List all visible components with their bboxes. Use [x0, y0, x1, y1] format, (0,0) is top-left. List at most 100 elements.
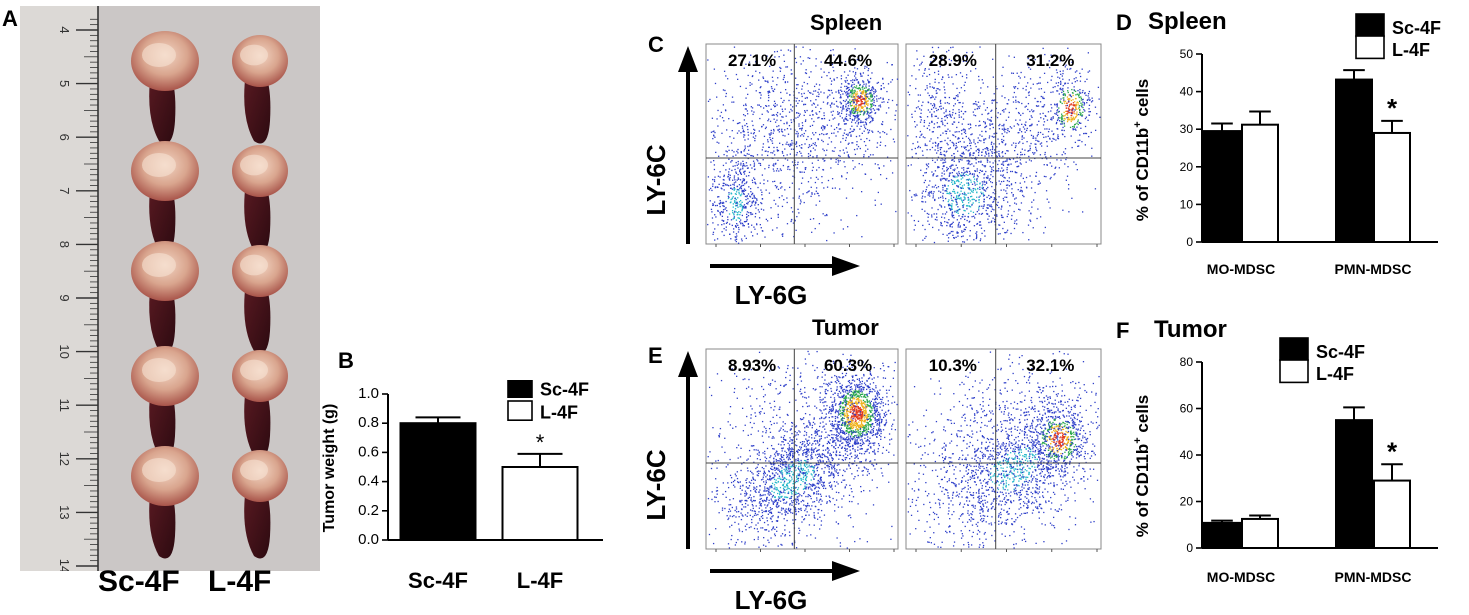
- flow-event: [955, 147, 957, 149]
- flow-event: [863, 103, 866, 105]
- flow-event: [842, 432, 844, 434]
- flow-event: [1062, 126, 1064, 129]
- flow-event: [1046, 164, 1048, 166]
- flow-event: [937, 147, 939, 149]
- flow-event: [1027, 150, 1029, 152]
- flow-event: [945, 110, 947, 113]
- flow-event: [812, 218, 815, 220]
- flow-event: [943, 177, 946, 180]
- flow-event: [821, 76, 823, 78]
- flow-event: [841, 411, 843, 414]
- flow-event: [790, 108, 792, 111]
- flow-event: [851, 401, 853, 403]
- flow-event: [873, 425, 875, 428]
- flow-event: [918, 100, 920, 102]
- flow-event: [939, 141, 942, 143]
- flow-event: [820, 68, 822, 70]
- flow-event: [1047, 130, 1050, 133]
- flow-event: [866, 398, 868, 401]
- flow-event: [856, 115, 859, 118]
- flow-event: [937, 126, 939, 128]
- flow-event: [985, 182, 988, 184]
- flow-event: [923, 72, 925, 75]
- flow-event: [850, 416, 853, 418]
- flow-event: [859, 72, 862, 75]
- flow-event: [854, 435, 856, 437]
- ylabel-main: % of CD11b: [1133, 128, 1152, 222]
- flow-event: [967, 178, 969, 181]
- flow-event: [851, 111, 853, 113]
- flow-event: [876, 108, 878, 110]
- flow-event: [997, 168, 1000, 170]
- flow-event: [841, 423, 843, 426]
- flow-event: [762, 143, 765, 145]
- flow-event: [1039, 216, 1042, 218]
- flow-event: [1079, 114, 1082, 116]
- flow-event: [857, 111, 859, 113]
- flow-event: [837, 432, 840, 434]
- flow-event: [811, 124, 814, 127]
- flow-event: [975, 234, 978, 236]
- flow-event: [915, 136, 918, 138]
- flow-event: [873, 407, 875, 409]
- flow-event: [1001, 74, 1003, 77]
- flow-event: [1019, 128, 1021, 130]
- flow-event: [956, 167, 959, 169]
- flow-event: [1045, 156, 1047, 158]
- flow-event: [856, 114, 858, 117]
- flow-event: [867, 79, 869, 81]
- flow-event: [730, 161, 732, 163]
- flow-event: [864, 396, 867, 399]
- flow-event: [818, 222, 821, 225]
- flow-event: [961, 230, 963, 232]
- flow-event: [851, 84, 853, 86]
- flow-event: [972, 211, 975, 214]
- flow-event: [796, 84, 798, 86]
- flow-event: [733, 216, 736, 218]
- flow-event: [744, 103, 747, 105]
- flow-event: [1074, 105, 1076, 107]
- flow-event: [988, 179, 990, 181]
- flow-event: [1071, 108, 1073, 110]
- flow-event: [980, 227, 983, 229]
- flow-event: [729, 176, 731, 179]
- flow-event: [924, 68, 926, 70]
- flow-event: [734, 168, 736, 171]
- flow-event: [809, 154, 812, 157]
- flow-event: [846, 172, 848, 174]
- flow-event: [935, 142, 937, 144]
- flow-event: [1046, 158, 1048, 160]
- flow-event: [995, 184, 997, 186]
- flow-event: [878, 97, 880, 100]
- flow-event: [952, 46, 954, 48]
- flow-event: [1066, 104, 1069, 107]
- flow-event: [856, 378, 859, 380]
- flow-event: [943, 161, 945, 164]
- flow-event: [871, 378, 873, 380]
- flow-event: [1079, 139, 1081, 142]
- flow-event: [909, 84, 911, 87]
- flow-event: [734, 200, 736, 202]
- flow-event: [1062, 87, 1064, 90]
- flow-event: [851, 445, 854, 447]
- flow-event: [879, 106, 882, 108]
- flow-event: [1091, 155, 1093, 157]
- flow-event: [892, 138, 895, 140]
- flow-event: [940, 221, 942, 224]
- flow-event: [1002, 163, 1004, 165]
- legend-label-Sc-4F: Sc-4F: [540, 380, 589, 399]
- flow-event: [771, 137, 774, 140]
- flow-event: [1052, 133, 1055, 136]
- flow-event: [864, 127, 867, 130]
- tumor-highlight: [142, 153, 176, 177]
- y-tick-label: 0: [1186, 235, 1193, 249]
- flow-event: [944, 213, 947, 215]
- flow-event: [951, 114, 954, 116]
- flow-event: [807, 57, 809, 59]
- flow-event: [798, 115, 801, 117]
- flow-event: [857, 428, 859, 430]
- flow-event: [1002, 197, 1004, 200]
- flow-event: [814, 227, 816, 230]
- flow-event: [804, 110, 806, 112]
